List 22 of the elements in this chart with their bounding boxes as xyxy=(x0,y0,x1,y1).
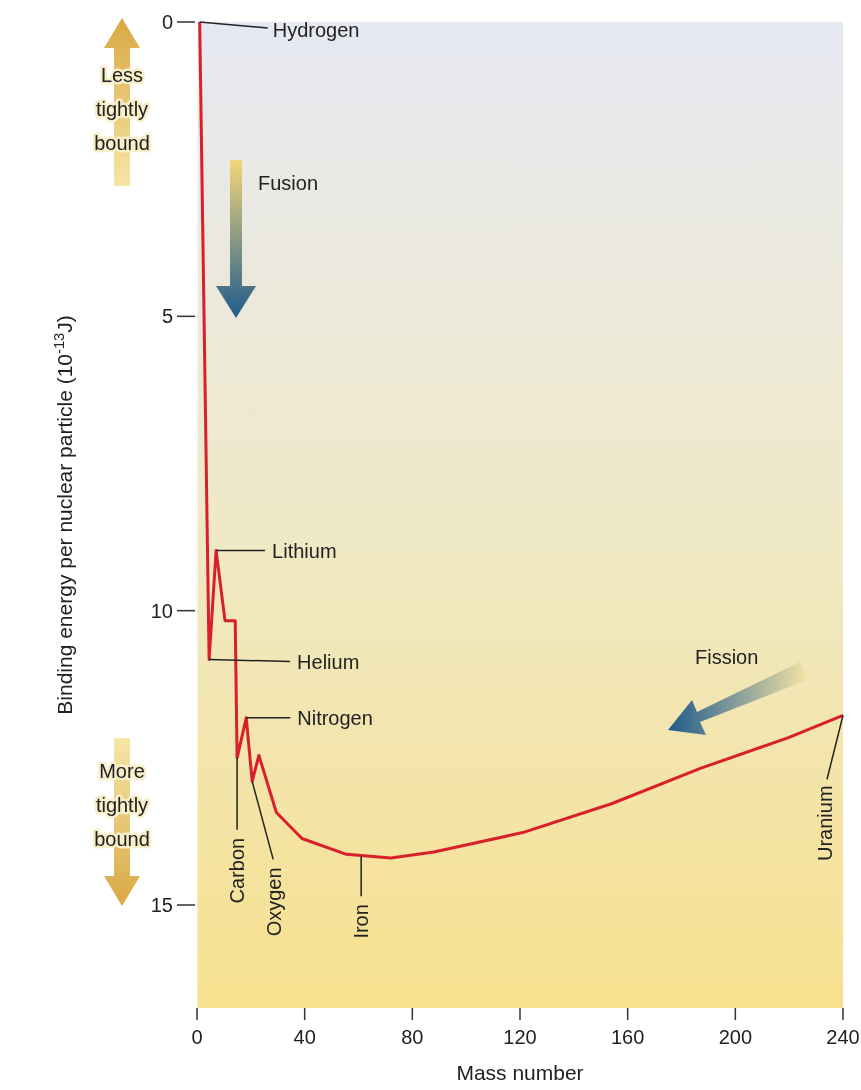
x-tick-label: 160 xyxy=(610,1026,645,1048)
annotation: Oxygen xyxy=(263,867,286,937)
annotation: Fission xyxy=(695,646,759,668)
annotation: Lithium xyxy=(272,539,337,562)
annotation: Helium xyxy=(297,650,360,673)
x-tick-label: 240 xyxy=(826,1026,860,1048)
y-tick-label: 5 xyxy=(161,305,173,328)
annotation: Nitrogen xyxy=(297,706,373,729)
x-tick-label: 200 xyxy=(718,1026,753,1048)
annotation: Carbon xyxy=(226,837,249,904)
x-axis-title: Mass number xyxy=(456,1061,584,1084)
y-tick-label: 0 xyxy=(161,11,173,33)
x-tick-label: 40 xyxy=(293,1026,316,1048)
annotation: Iron xyxy=(350,904,373,939)
y-tick-label: 15 xyxy=(150,893,173,916)
annotation: Uranium xyxy=(814,785,836,862)
annotation: Fusion xyxy=(258,172,319,194)
x-tick-label: 80 xyxy=(401,1026,424,1048)
x-tick-label: 0 xyxy=(191,1026,203,1048)
annotation: Hydrogen xyxy=(272,19,360,41)
y-tick-label: 10 xyxy=(150,599,173,622)
x-tick-label: 120 xyxy=(503,1026,537,1048)
